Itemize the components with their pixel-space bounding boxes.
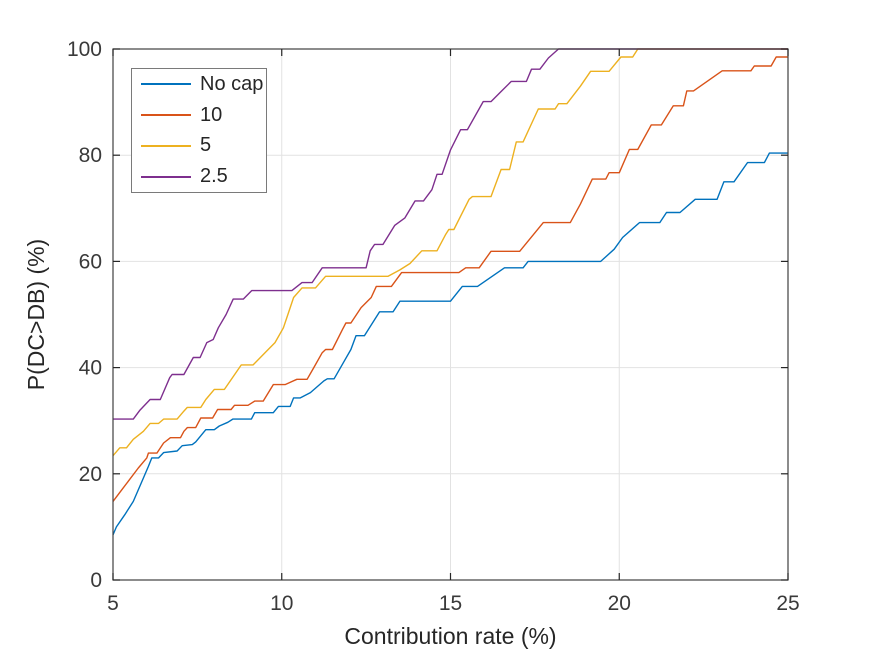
y-tick-label: 40: [79, 357, 102, 380]
series-line-5: [112, 48, 788, 457]
legend-label: 2.5: [200, 165, 228, 188]
legend-line-swatch: [141, 175, 191, 178]
x-tick-label: 10: [270, 592, 293, 615]
y-tick-label: 100: [67, 38, 102, 61]
y-tick-label: 0: [90, 569, 102, 592]
x-tick-label: 25: [776, 592, 799, 615]
legend-item-10: 10: [132, 104, 266, 127]
legend-label: No cap: [200, 72, 264, 95]
y-tick-label: 60: [79, 250, 102, 273]
legend-line-swatch: [141, 114, 191, 117]
legend: No cap 10 5 2.5: [131, 68, 267, 193]
legend-label: 10: [200, 103, 223, 126]
series-line-2-5: [113, 48, 788, 420]
x-tick-label: 15: [439, 592, 462, 615]
y-tick-label: 80: [79, 144, 102, 167]
legend-label: 5: [200, 134, 212, 157]
x-tick-label: 20: [608, 592, 631, 615]
legend-line-swatch: [141, 83, 191, 86]
y-tick-label: 20: [79, 463, 102, 486]
legend-item-no-cap: No cap: [132, 73, 266, 96]
series-line-no-cap: [112, 152, 788, 536]
y-axis-label: P(DC>DB) (%): [23, 239, 49, 390]
series-line-10: [112, 56, 788, 502]
x-axis-label: Contribution rate (%): [344, 623, 556, 649]
legend-item-5: 5: [132, 134, 266, 157]
x-tick-label: 5: [107, 592, 119, 615]
legend-item-2-5: 2.5: [132, 165, 266, 188]
legend-line-swatch: [141, 144, 191, 147]
